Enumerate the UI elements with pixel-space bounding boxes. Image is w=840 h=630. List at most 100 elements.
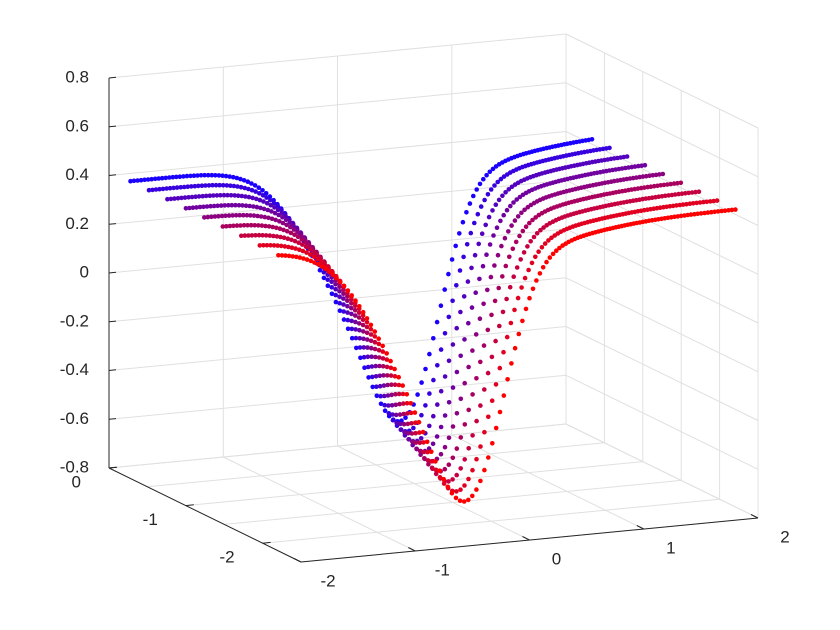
data-point [235,184,240,189]
data-point [457,498,463,504]
z-tick-label: -0.8 [60,457,89,476]
data-point [277,219,282,224]
data-point [357,327,362,333]
data-point [182,195,188,200]
data-point [353,327,358,332]
data-point [238,184,244,190]
data-point [438,424,444,430]
data-point [278,243,284,249]
data-point [392,382,398,388]
grid-line-floor-x [451,434,645,530]
data-point [253,189,258,194]
data-point [470,493,475,499]
data-point [460,219,466,225]
data-point [341,309,347,314]
data-point [368,338,374,344]
data-point [376,355,382,360]
data-point [486,455,491,460]
data-point [462,380,468,386]
data-point [521,250,527,255]
data-point [446,271,451,277]
data-point [218,203,224,208]
data-point [466,320,471,326]
data-point [427,391,432,396]
data-point [376,336,382,342]
data-point [361,345,367,350]
data-point [485,192,491,197]
data-point [235,193,241,198]
data-point [504,296,509,302]
data-point [442,331,448,336]
data-point [231,174,236,180]
data-point [274,234,280,239]
data-point [509,361,514,366]
data-point [726,208,731,213]
data-point [208,203,213,209]
z-tick-label: -0.2 [60,311,89,330]
data-point [281,235,287,240]
data-point [264,243,270,248]
data-point [345,326,351,332]
data-point [462,483,467,488]
z-tick-mark [108,320,117,323]
data-point [396,391,402,397]
data-point [442,374,448,379]
data-point [684,201,689,207]
data-point [503,190,508,195]
data-point [478,403,483,408]
data-point [400,383,406,388]
data-point [514,197,519,202]
data-point [352,307,358,313]
data-point [341,302,346,307]
data-point [189,194,195,200]
data-point [377,363,382,369]
data-point [429,449,434,455]
data-point [373,374,379,379]
grid-line-floor-x [223,456,416,552]
data-point [695,211,700,217]
data-point [694,200,699,206]
data-point [446,479,451,484]
data-point [454,283,459,288]
data-point [247,203,252,209]
data-point [181,184,187,190]
data-point [488,274,494,280]
grid-line-floor-y [147,442,605,488]
data-point [364,330,370,336]
data-point [202,215,207,220]
data-point [131,178,137,184]
data-point [472,252,478,258]
data-point [690,201,696,206]
data-point [527,220,532,226]
data-point [390,417,396,423]
data-point [406,437,411,442]
data-point [163,175,168,181]
data-point [380,364,386,369]
data-point [471,193,476,199]
data-point [275,207,281,213]
data-point [702,210,707,216]
data-point [183,206,189,211]
data-point [482,197,487,203]
data-point [255,213,260,219]
data-point [329,291,335,297]
data-point [200,193,205,199]
data-point [497,365,503,371]
data-point [484,172,489,178]
data-point [349,300,354,306]
data-point [429,465,435,471]
grid-line-side-z [565,82,759,178]
data-point [442,287,448,292]
data-point [490,441,495,446]
data-point [249,181,254,186]
data-point [192,183,198,189]
data-point [454,369,460,375]
data-point [271,243,277,248]
data-point [193,194,198,199]
data-point [401,401,406,406]
x-tick-mark [750,514,759,519]
data-point [709,209,714,215]
z-tick-mark [108,125,117,128]
data-point [365,345,370,350]
data-point [223,213,228,219]
